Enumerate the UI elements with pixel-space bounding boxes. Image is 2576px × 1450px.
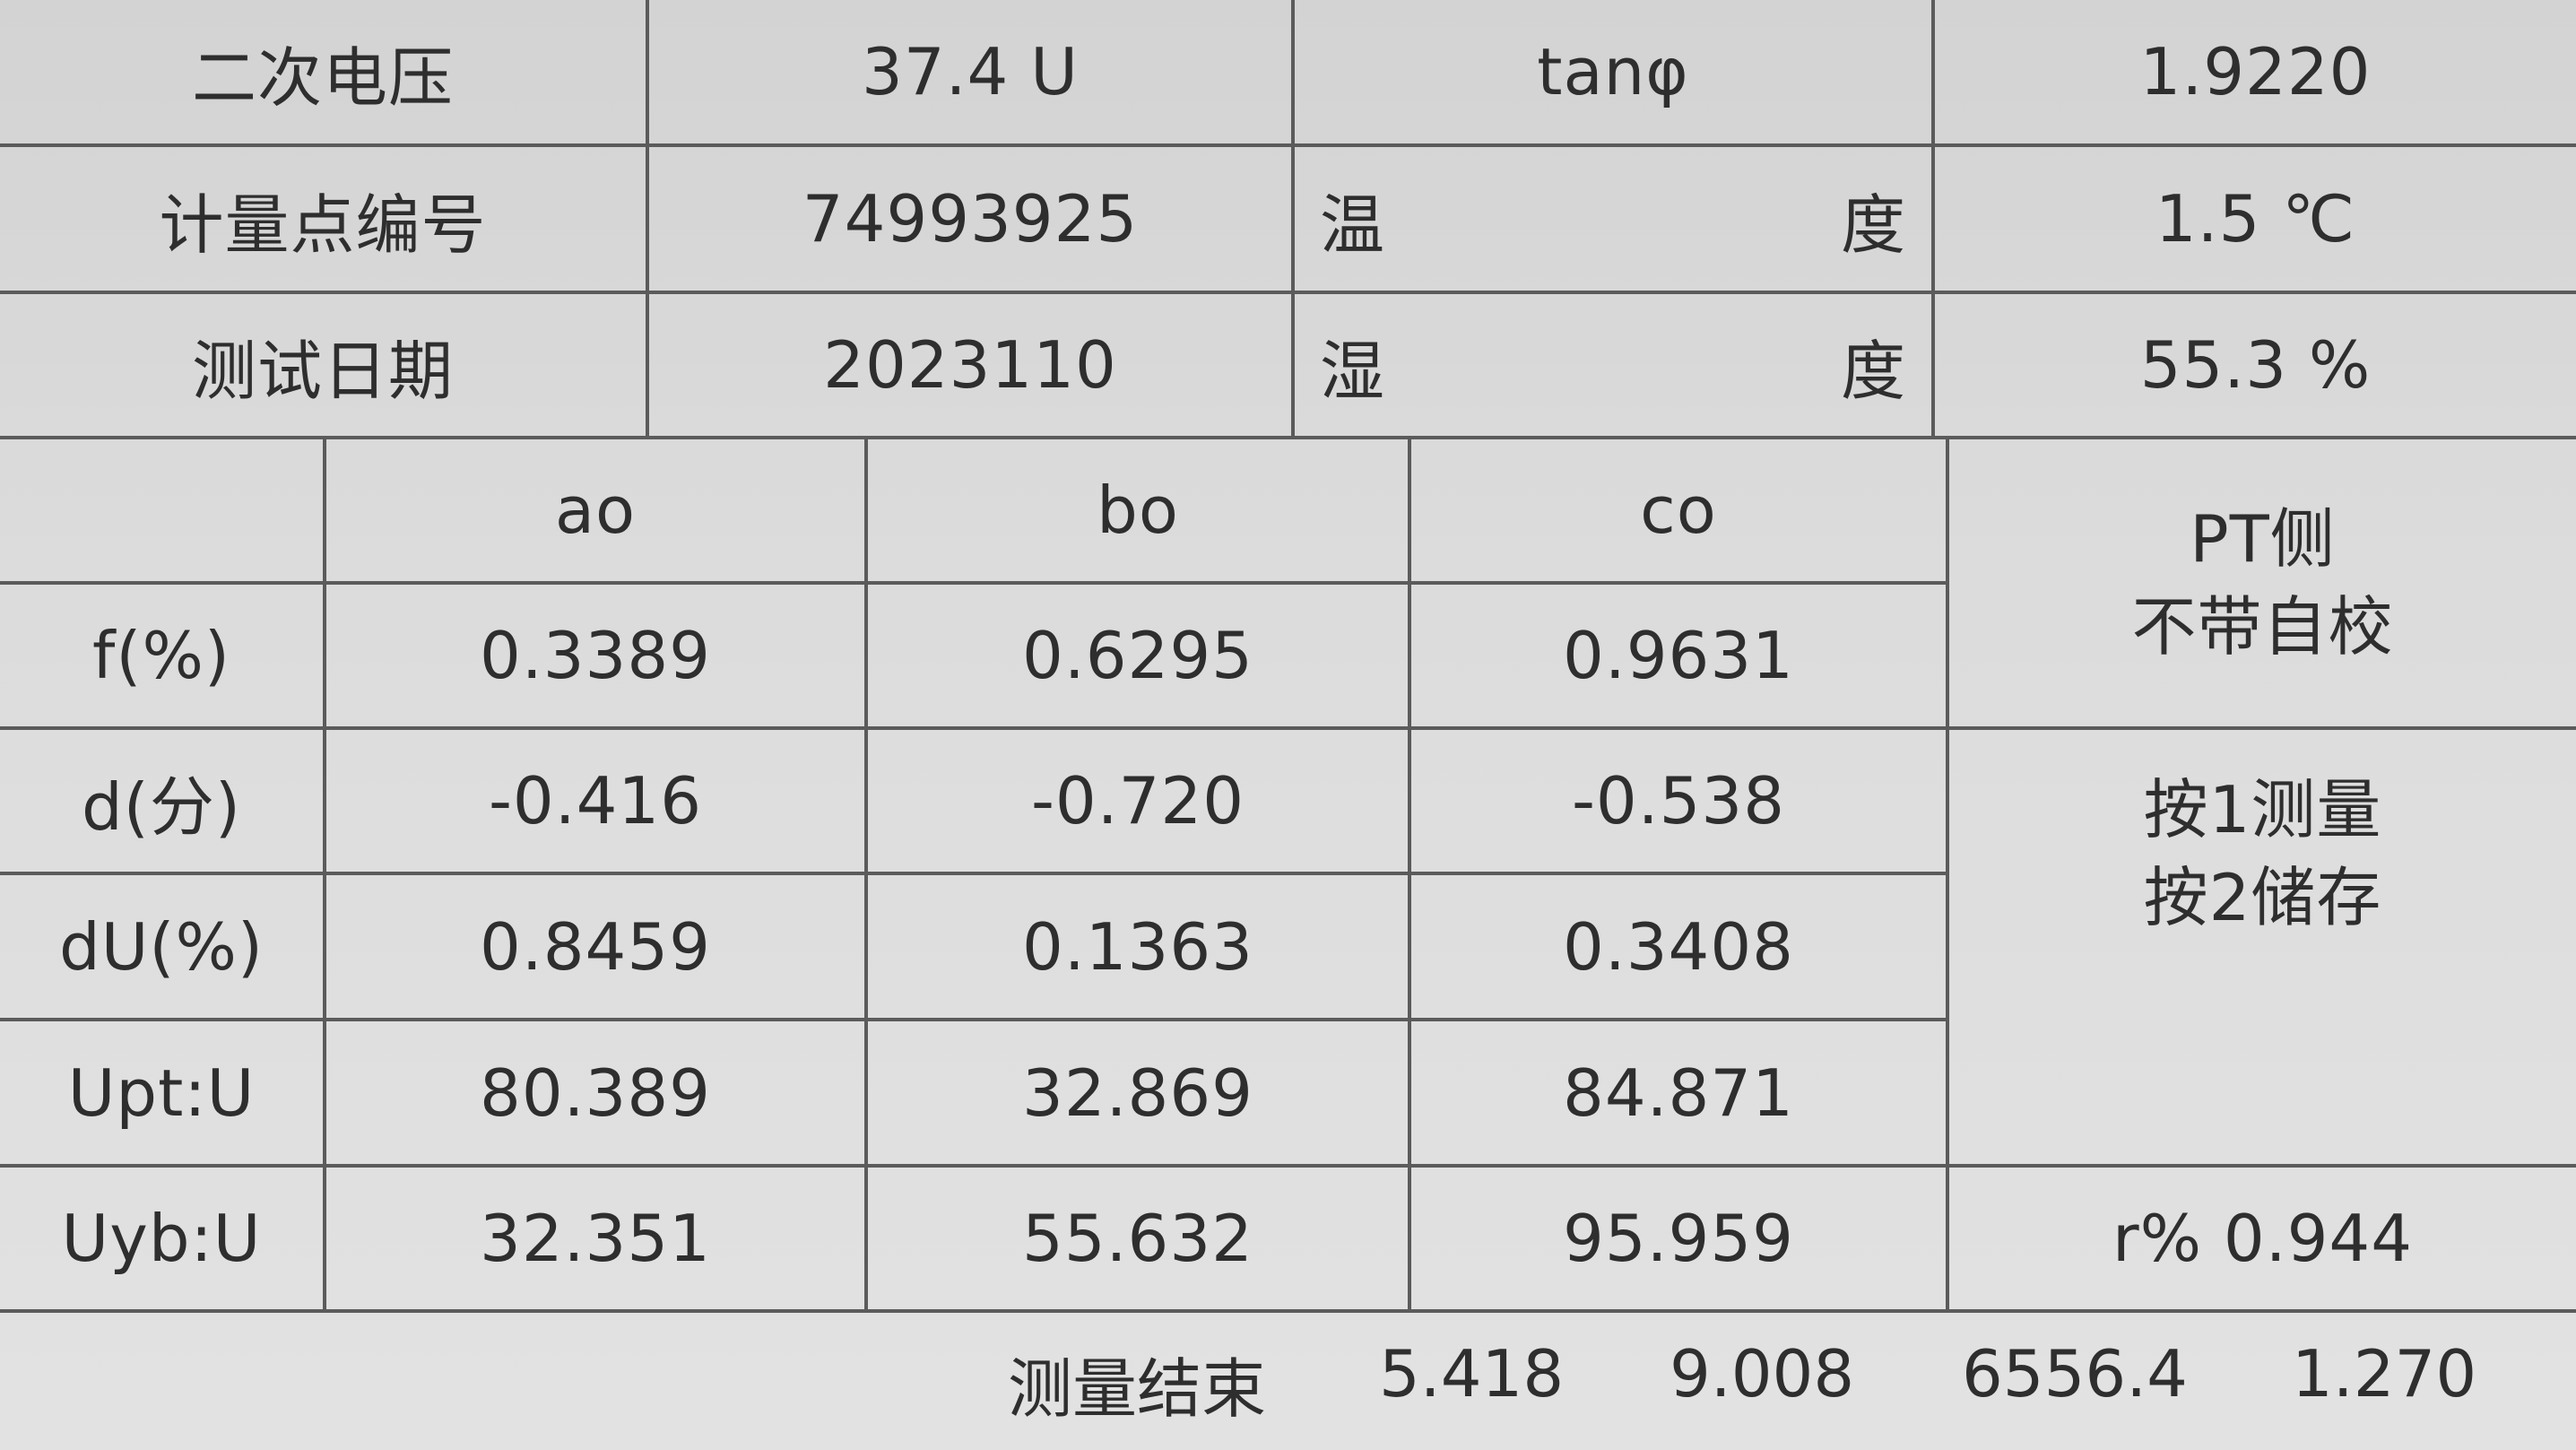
header-label-temperature: 温度	[1295, 147, 1935, 294]
row-label-du: dU(%)	[0, 875, 326, 1021]
table-cell: 55.632	[868, 1168, 1411, 1313]
header-value-humidity: 55.3 %	[1935, 294, 2576, 439]
table-cell: 0.1363	[868, 875, 1411, 1021]
footer-value: 6556.4	[1962, 1336, 2188, 1411]
table-cell: 32.869	[868, 1021, 1411, 1168]
table-cell: -0.538	[1411, 730, 1949, 875]
row-label-upt: Upt:U	[0, 1021, 326, 1168]
header-value-tanphi: 1.9220	[1935, 0, 2576, 147]
table-cell: 80.389	[326, 1021, 868, 1168]
table-cell: 0.6295	[868, 585, 1411, 730]
column-header-bo: bo	[868, 439, 1411, 585]
column-header-co: co	[1411, 439, 1949, 585]
table-cell: -0.416	[326, 730, 868, 875]
header-label-test-date: 测试日期	[0, 294, 649, 439]
status-text: 测量结束	[1008, 1351, 1267, 1427]
table-cell: 0.8459	[326, 875, 868, 1021]
header-value-test-date: 2023110	[649, 294, 1295, 439]
side-mode-label: PT侧 不带自校	[1949, 439, 2576, 730]
table-cell: 32.351	[326, 1168, 868, 1313]
footer-value: 9.008	[1670, 1336, 1855, 1411]
footer-value: 1.270	[2292, 1336, 2477, 1411]
table-cell: 0.3389	[326, 585, 868, 730]
row-label-f: f(%)	[0, 585, 326, 730]
table-cell: 95.959	[1411, 1168, 1949, 1313]
header-value-secondary-voltage: 37.4 U	[649, 0, 1295, 147]
table-cell: -0.720	[868, 730, 1411, 875]
header-value-temperature: 1.5 ℃	[1935, 147, 2576, 294]
header-label-secondary-voltage: 二次电压	[0, 0, 649, 147]
table-corner	[0, 439, 326, 585]
header-label-metering-point-id: 计量点编号	[0, 147, 649, 294]
row-label-uyb: Uyb:U	[0, 1168, 326, 1313]
column-header-ao: ao	[326, 439, 868, 585]
row-label-d: d(分)	[0, 730, 326, 875]
table-cell: 84.871	[1411, 1021, 1949, 1168]
side-ratio-value: r% 0.944	[1949, 1168, 2576, 1313]
table-cell: 0.3408	[1411, 875, 1949, 1021]
header-value-metering-point-id: 74993925	[649, 147, 1295, 294]
footer-value: 5.418	[1379, 1336, 1565, 1411]
table-cell: 0.9631	[1411, 585, 1949, 730]
header-label-tanphi: tanφ	[1295, 0, 1935, 147]
side-key-hints: 按1测量 按2储存	[1949, 730, 2576, 1168]
header-label-humidity: 湿度	[1295, 294, 1935, 439]
